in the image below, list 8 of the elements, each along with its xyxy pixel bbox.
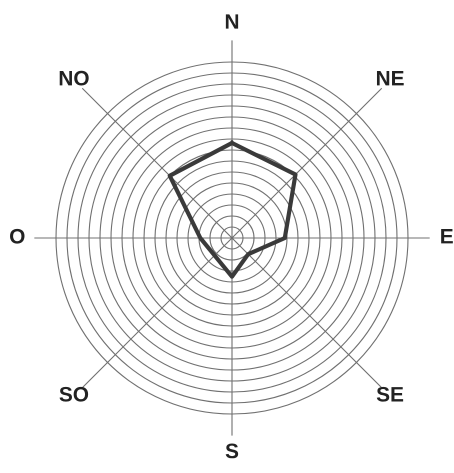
spoke-label: NO <box>60 70 89 86</box>
spoke-label: S <box>226 444 238 458</box>
spoke-label: O <box>10 228 25 244</box>
spoke-label: SO <box>59 386 88 402</box>
spoke-label: E <box>441 229 453 244</box>
spoke-label: SE <box>376 386 404 402</box>
spoke-label: N <box>226 14 238 29</box>
spoke-label: NE <box>376 71 404 86</box>
